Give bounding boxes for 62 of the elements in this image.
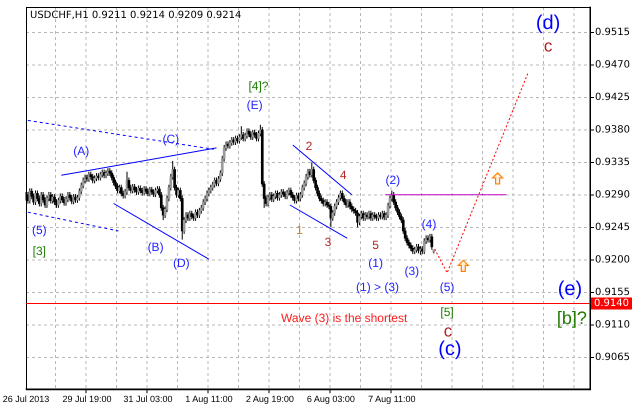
y-tick-label: 0.9335 [595,156,630,168]
annotation: (B) [148,240,164,254]
annotation: (c) [438,338,462,360]
annotation: (5) [32,223,47,238]
candlestick [337,194,340,206]
candlestick [358,213,361,226]
chart-title: USDCHF,H1 0.9211 0.9214 0.9209 0.9214 [30,10,242,21]
candlestick [53,194,56,206]
y-tick-label: 0.9425 [595,92,630,103]
candlestick [290,187,292,198]
x-tick-label: 31 Jul 03:00 [123,394,172,404]
annotation: (3) [404,264,420,278]
annotation: 3 [324,234,332,249]
annotation: (2) [385,173,400,188]
annotation: (D) [172,256,190,270]
annotation: (C) [162,132,180,146]
annotation: [b]? [556,308,587,328]
y-tick-label: 0.9110 [595,319,630,330]
y-tick-label: 0.9380 [595,124,630,136]
candlestick [202,198,205,212]
candlestick [198,207,201,218]
y-tick-label: 0.9515 [595,26,630,38]
annotation: c [444,321,452,340]
annotation: (d) [536,12,560,34]
annotation: (A) [73,144,90,158]
x-tick-label: 6 Aug 03:00 [306,394,355,404]
x-tick-label: 1 Aug 11:00 [185,394,233,404]
y-tick-label: 0.9155 [595,286,630,298]
candlestick [340,190,344,202]
annotation: (1) > (3) [356,280,400,294]
annotation: 1 [296,223,303,238]
y-tick-label: 0.9290 [595,189,630,200]
annotation: (e) [558,278,582,300]
candlestick [430,233,434,250]
x-tick-label: 2 Aug 19:00 [246,394,294,404]
annotation: 4 [340,168,347,182]
annotation: 2 [306,138,312,153]
annotation: Wave (3) is the shortest [281,311,408,326]
x-tick-label: 7 Aug 11:00 [368,394,416,404]
annotation: c [544,36,552,56]
candlestick [57,197,60,208]
y-tick-label: 0.9470 [595,59,630,70]
y-tick-label: 0.9245 [595,222,630,233]
candlestick [34,190,37,206]
annotation: [4]? [248,78,268,93]
annotation: [5] [440,304,454,319]
x-tick-label: 26 Jul 2013 [2,394,50,404]
annotation: (4) [422,216,436,231]
annotation: [3] [32,244,46,258]
annotation: (E) [246,98,263,112]
annotation: (5) [440,280,454,294]
y-tick-label: 0.9065 [595,352,630,364]
candlestick [126,171,128,196]
candlestick [398,208,401,220]
ref-line-label: 0.9140 [594,298,629,310]
y-tick-label: 0.9200 [595,254,630,266]
candlestick [206,190,208,202]
candlestick [112,174,115,186]
x-tick-label: 29 Jul 19:00 [62,394,112,404]
annotation: (1) [368,256,383,270]
candlestick [46,195,48,208]
annotation: 5 [372,238,379,252]
